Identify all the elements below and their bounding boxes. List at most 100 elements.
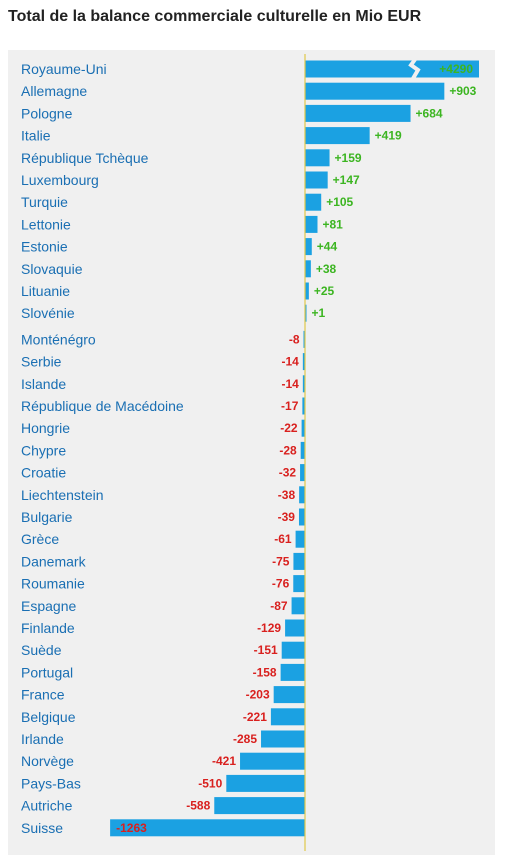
value-label-danemark: -75 (272, 554, 290, 568)
value-label-turquie: +105 (326, 195, 353, 209)
value-label-bulgarie: -39 (278, 510, 296, 524)
bar-belgique (270, 708, 305, 726)
category-label-liechtenstein: Liechtenstein (21, 487, 104, 503)
category-label-estonie: Estonie (21, 239, 68, 255)
value-label-pologne: +684 (416, 106, 443, 120)
category-label-autriche: Autriche (21, 798, 73, 814)
category-label-montenegro: Monténégro (21, 331, 96, 347)
category-label-islande: Islande (21, 376, 66, 392)
value-label-montenegro: -8 (289, 332, 300, 346)
value-label-chypre: -28 (279, 443, 297, 457)
category-label-danemark: Danemark (21, 553, 87, 569)
value-label-islande: -14 (281, 377, 299, 391)
category-label-pologne: Pologne (21, 105, 73, 121)
value-label-irlande: -285 (233, 732, 257, 746)
bar-turquie (305, 193, 322, 211)
bar-irlande (261, 730, 305, 748)
value-label-norvege: -421 (212, 754, 236, 768)
bar-suede (281, 641, 305, 659)
chart-panel: Royaume-Uni Allemagne Pologne Italie Républi… (8, 50, 495, 855)
bar-france (273, 686, 305, 704)
chart-title: Total de la balance commerciale culturel… (8, 8, 422, 25)
value-label-grece: -61 (274, 532, 292, 546)
category-label-republique-de-macedoine: République de Macédoine (21, 398, 184, 414)
category-label-lituanie: Lituanie (21, 283, 70, 299)
bar-norvege (240, 752, 305, 770)
bar-grece (295, 530, 305, 548)
bar-allemagne (305, 82, 445, 100)
bar-lettonie (305, 215, 318, 233)
category-label-irlande: Irlande (21, 731, 64, 747)
value-label-lettonie: +81 (322, 217, 343, 231)
bar-slovaquie (305, 260, 311, 278)
bar-espagne (291, 597, 305, 615)
bar-roumanie (293, 575, 305, 593)
value-label-hongrie: -22 (280, 421, 298, 435)
category-label-lettonie: Lettonie (21, 216, 71, 232)
value-label-roumanie: -76 (272, 577, 290, 591)
category-label-finlande: Finlande (21, 620, 75, 636)
value-label-france: -203 (246, 688, 270, 702)
value-label-italie: +419 (375, 129, 402, 143)
category-label-royaume-uni: Royaume-Uni (21, 61, 107, 77)
value-label-liechtenstein: -38 (278, 488, 296, 502)
bar-hongrie (301, 419, 305, 437)
category-label-republique-tcheque: République Tchèque (21, 150, 149, 166)
bar-montenegro (303, 330, 305, 348)
category-label-croatie: Croatie (21, 465, 66, 481)
value-label-suisse: -1263 (116, 821, 147, 835)
category-label-slovenie: Slovénie (21, 305, 75, 321)
value-label-estonie: +44 (317, 240, 338, 254)
category-label-roumanie: Roumanie (21, 576, 85, 592)
bar-pologne (305, 104, 411, 122)
value-label-portugal: -158 (253, 665, 277, 679)
bar-italie (305, 127, 370, 145)
category-label-slovaquie: Slovaquie (21, 261, 83, 277)
category-label-luxembourg: Luxembourg (21, 172, 99, 188)
bar-islande (302, 375, 305, 393)
bar-republique-tcheque (305, 149, 330, 167)
category-label-norvege: Norvège (21, 753, 74, 769)
value-label-espagne: -87 (270, 599, 288, 613)
value-label-lituanie: +25 (314, 284, 335, 298)
value-labels: +4290 +903 +684 +419 +159 +147 +105 +81 +44 +38 +2… (116, 62, 477, 835)
bar-portugal (280, 663, 305, 681)
bar-royaume-uni (305, 60, 479, 78)
category-label-turquie: Turquie (21, 194, 68, 210)
bar-break-mark (408, 58, 421, 80)
value-label-autriche: -588 (186, 799, 210, 813)
category-label-suede: Suède (21, 642, 62, 658)
bar-chypre (300, 441, 305, 459)
bar-liechtenstein (299, 486, 305, 504)
category-label-hongrie: Hongrie (21, 420, 70, 436)
value-label-serbie: -14 (281, 355, 299, 369)
category-label-belgique: Belgique (21, 709, 76, 725)
bars (110, 58, 479, 837)
value-label-luxembourg: +147 (333, 173, 360, 187)
bar-finlande (285, 619, 305, 637)
bar-pays-bas (226, 774, 305, 792)
category-label-italie: Italie (21, 128, 51, 144)
bar-bulgarie (298, 508, 305, 526)
bar-croatie (300, 464, 305, 482)
value-label-slovenie: +1 (312, 306, 326, 320)
bar-serbie (302, 353, 305, 371)
value-label-republique-tcheque: +159 (335, 151, 362, 165)
bar-estonie (305, 238, 312, 256)
value-label-pays-bas: -510 (198, 776, 222, 790)
category-labels: Royaume-Uni Allemagne Pologne Italie Républi… (21, 61, 184, 836)
category-label-suisse: Suisse (21, 820, 63, 836)
category-label-portugal: Portugal (21, 664, 73, 680)
value-label-suede: -151 (254, 643, 278, 657)
category-label-bulgarie: Bulgarie (21, 509, 73, 525)
category-label-france: France (21, 687, 65, 703)
bar-autriche (214, 797, 305, 815)
bar-suisse (110, 819, 305, 837)
category-label-grece: Grèce (21, 531, 59, 547)
category-label-serbie: Serbie (21, 354, 62, 370)
category-label-pays-bas: Pays-Bas (21, 775, 81, 791)
bar-republique-de-macedoine (302, 397, 305, 415)
value-label-finlande: -129 (257, 621, 281, 635)
category-label-chypre: Chypre (21, 442, 66, 458)
bar-luxembourg (305, 171, 328, 189)
